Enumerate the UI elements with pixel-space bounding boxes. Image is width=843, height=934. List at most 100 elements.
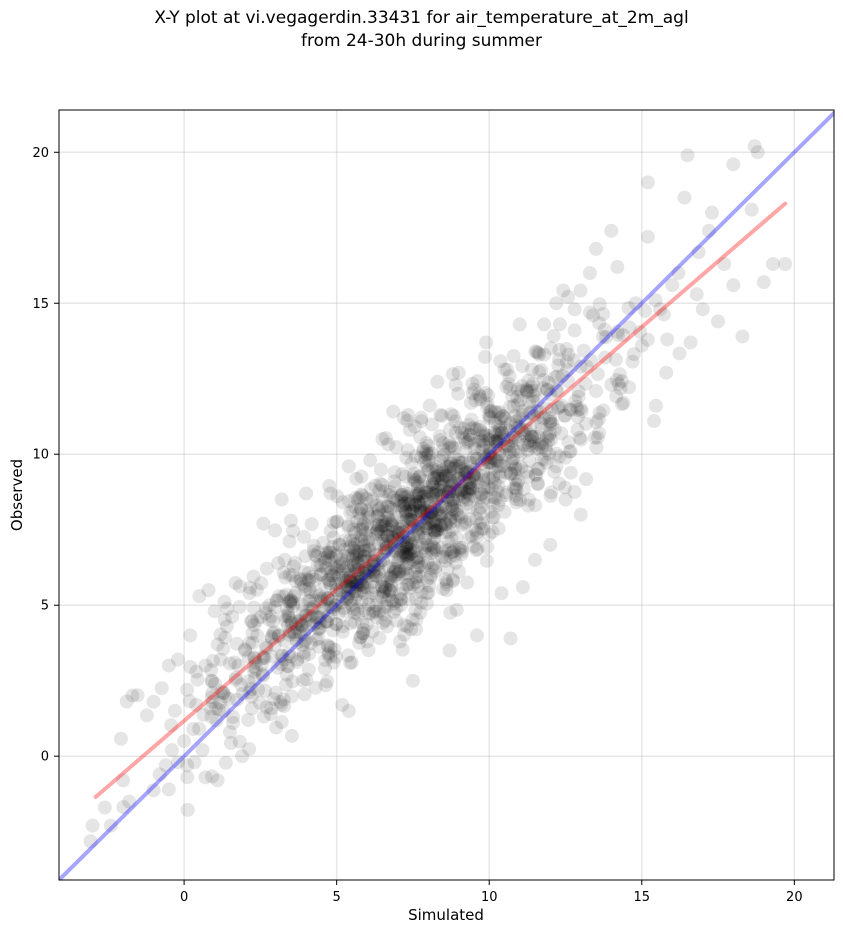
data-point — [388, 564, 403, 579]
data-point — [689, 287, 704, 302]
data-point — [205, 694, 220, 709]
data-point — [366, 559, 381, 574]
data-point — [430, 374, 445, 389]
data-point — [364, 481, 379, 496]
data-point — [395, 504, 410, 519]
data-point — [416, 494, 431, 509]
data-point — [421, 438, 436, 453]
data-point — [292, 571, 307, 586]
data-point — [283, 624, 298, 639]
data-point — [541, 433, 556, 448]
data-point — [400, 547, 415, 562]
data-point — [432, 468, 447, 483]
data-point — [625, 354, 640, 369]
data-point — [479, 490, 494, 505]
data-point — [701, 223, 716, 238]
data-point — [458, 465, 473, 480]
data-point — [299, 613, 314, 628]
data-point — [493, 354, 508, 369]
data-point — [452, 542, 467, 557]
data-point — [350, 544, 365, 559]
data-point — [405, 504, 420, 519]
data-point — [435, 488, 450, 503]
data-point — [595, 329, 610, 344]
data-point — [589, 383, 604, 398]
data-point — [518, 423, 533, 438]
data-point — [523, 433, 538, 448]
data-point — [438, 500, 453, 515]
data-point — [396, 618, 411, 633]
data-point — [462, 476, 477, 491]
data-point — [561, 435, 576, 450]
data-point — [524, 429, 539, 444]
data-point — [294, 617, 309, 632]
data-point — [425, 477, 440, 492]
data-point — [216, 641, 231, 656]
data-point — [390, 522, 405, 537]
data-point — [345, 547, 360, 562]
data-point — [379, 543, 394, 558]
data-point — [321, 639, 336, 654]
data-point — [454, 455, 469, 470]
data-point — [435, 472, 450, 487]
data-point — [399, 538, 414, 553]
data-point — [509, 495, 524, 510]
data-point — [336, 590, 351, 605]
data-point — [258, 606, 273, 621]
data-point — [378, 537, 393, 552]
data-point — [211, 702, 226, 717]
data-point — [238, 643, 253, 658]
data-point — [482, 446, 497, 461]
data-point — [294, 576, 309, 591]
data-point — [249, 662, 264, 677]
data-point — [426, 480, 441, 495]
data-point — [499, 488, 514, 503]
data-point — [534, 363, 549, 378]
data-point — [397, 562, 412, 577]
data-point — [335, 697, 350, 712]
data-point — [380, 619, 395, 634]
data-point — [340, 560, 355, 575]
data-point — [496, 432, 511, 447]
data-point — [489, 454, 504, 469]
data-point — [414, 414, 429, 429]
data-point — [403, 512, 418, 527]
data-point — [539, 401, 554, 416]
data-point — [392, 564, 407, 579]
data-point — [506, 443, 521, 458]
data-point — [427, 470, 442, 485]
data-point — [438, 524, 453, 539]
data-point — [382, 500, 397, 515]
data-point — [350, 492, 365, 507]
data-point — [408, 622, 423, 637]
data-point — [402, 548, 417, 563]
data-point — [387, 568, 402, 583]
data-point — [499, 379, 514, 394]
data-point — [309, 610, 324, 625]
data-point — [400, 549, 415, 564]
data-point — [569, 399, 584, 414]
data-point — [322, 552, 337, 567]
data-point — [379, 599, 394, 614]
data-point — [250, 628, 265, 643]
data-point — [238, 642, 253, 657]
data-point — [430, 523, 445, 538]
data-point — [443, 514, 458, 529]
data-point — [482, 432, 497, 447]
data-point — [365, 554, 380, 569]
data-point — [341, 648, 356, 663]
data-point — [446, 450, 461, 465]
data-point — [366, 558, 381, 573]
data-point — [355, 488, 370, 503]
data-point — [309, 549, 324, 564]
data-point — [474, 456, 489, 471]
data-point — [417, 455, 432, 470]
data-point — [462, 512, 477, 527]
y-tick-label: 20 — [32, 146, 49, 161]
data-point — [396, 514, 411, 529]
data-point — [413, 504, 428, 519]
data-point — [225, 709, 240, 724]
data-point — [313, 615, 328, 630]
data-point — [214, 684, 229, 699]
data-point — [399, 512, 414, 527]
